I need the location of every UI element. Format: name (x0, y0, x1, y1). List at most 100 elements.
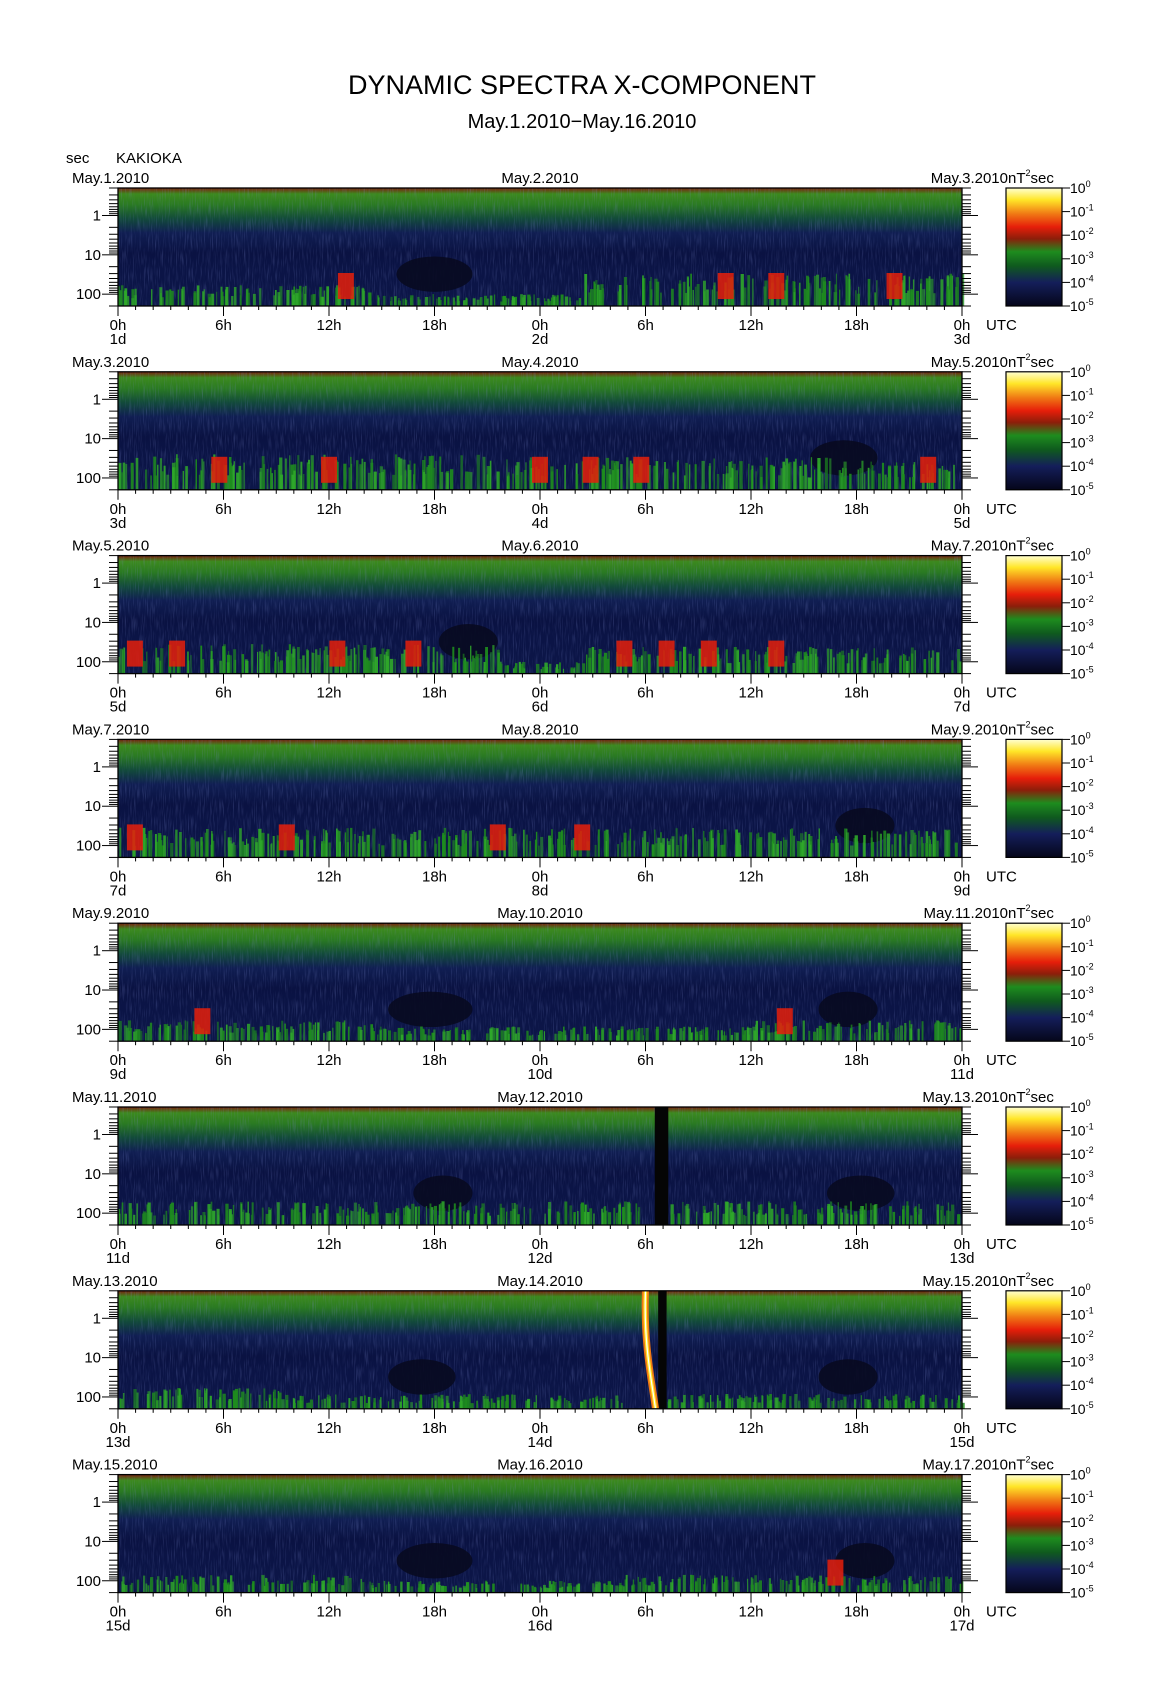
activity-strand (746, 1027, 750, 1042)
x-tick-label: 6h (637, 1236, 654, 1253)
activity-strand (243, 845, 247, 858)
activity-strand (564, 1035, 567, 1042)
activity-strand (677, 1213, 681, 1225)
activity-strand (486, 298, 489, 306)
activity-strand (293, 470, 296, 490)
activity-strand (321, 843, 323, 858)
y-tick-label: 100 (76, 838, 101, 855)
activity-strand (263, 464, 265, 490)
activity-strand (871, 470, 875, 490)
activity-strand (733, 647, 737, 674)
activity-strand (496, 1028, 499, 1042)
activity-strand (207, 1204, 211, 1225)
x-tick-label: 0h (954, 1236, 971, 1253)
activity-strand (311, 462, 314, 490)
activity-strand (185, 466, 188, 490)
activity-strand (294, 1203, 298, 1225)
activity-strand (306, 650, 309, 674)
activity-strand (817, 839, 819, 858)
activity-strand (437, 1396, 440, 1409)
quiet-region (818, 1359, 878, 1395)
activity-strand (551, 829, 553, 858)
activity-strand (762, 1021, 766, 1042)
y-tick-label: 1 (93, 575, 101, 592)
activity-strand (514, 1033, 518, 1042)
activity-strand (797, 841, 800, 858)
activity-strand (550, 471, 554, 490)
activity-strand (910, 830, 914, 858)
activity-strand (944, 829, 947, 858)
activity-strand (581, 461, 584, 490)
activity-strand (150, 1577, 154, 1593)
activity-strand (759, 837, 763, 858)
activity-strand (131, 289, 135, 306)
activity-strand (931, 650, 935, 674)
activity-strand (163, 1024, 167, 1042)
time-unit-label: UTC (986, 1420, 1017, 1437)
x-tick-label: 6h (637, 501, 654, 518)
activity-strand (888, 465, 892, 490)
activity-strand (392, 1210, 394, 1225)
activity-strand (323, 290, 326, 306)
activity-strand (863, 835, 866, 858)
activity-strand (798, 1400, 801, 1409)
activity-strand (348, 1577, 352, 1593)
activity-strand (271, 473, 273, 490)
activity-strand (709, 463, 711, 490)
activity-strand (170, 843, 174, 858)
activity-strand (822, 1029, 825, 1042)
quiet-region (438, 624, 498, 660)
activity-strand (196, 285, 200, 306)
activity-strand (914, 1206, 917, 1225)
activity-strand (667, 1028, 670, 1042)
activity-strand (533, 294, 535, 306)
activity-strand (953, 464, 955, 490)
activity-strand (551, 294, 555, 306)
activity-strand (455, 1585, 457, 1593)
activity-strand (291, 1209, 294, 1225)
activity-strand (505, 297, 508, 306)
panel-mid-date: May.16.2010 (497, 1457, 583, 1474)
activity-strand (518, 662, 521, 674)
activity-strand (406, 1582, 410, 1593)
activity-strand (393, 1031, 397, 1042)
activity-strand (874, 292, 877, 306)
activity-strand (324, 646, 328, 674)
activity-strand (637, 1576, 639, 1593)
activity-strand (924, 1577, 926, 1593)
activity-strand (559, 831, 563, 858)
activity-strand (429, 1203, 432, 1225)
activity-strand (938, 468, 941, 490)
activity-strand (201, 1577, 205, 1593)
colorbar-tick-label: 100 (1070, 1098, 1091, 1115)
activity-strand (315, 649, 318, 674)
activity-strand (680, 1402, 683, 1409)
activity-strand (247, 1023, 251, 1042)
activity-strand (879, 663, 881, 674)
activity-strand (221, 291, 224, 306)
activity-strand (513, 1400, 516, 1409)
activity-strand (699, 1578, 701, 1593)
activity-strand (148, 830, 151, 858)
activity-strand (568, 1401, 570, 1409)
y-tick-label: 1 (93, 1494, 101, 1511)
activity-strand (901, 280, 904, 306)
activity-strand (755, 1020, 758, 1042)
activity-strand (500, 1030, 504, 1042)
activity-strand (679, 1028, 683, 1042)
panel-start-date: May.9.2010 (72, 905, 149, 922)
activity-strand (276, 1029, 280, 1042)
activity-strand (649, 280, 651, 306)
activity-strand (806, 275, 809, 306)
activity-strand (351, 1211, 354, 1225)
activity-strand (398, 839, 402, 858)
x-tick-label: 0h (532, 1604, 549, 1621)
activity-strand (712, 1583, 715, 1593)
activity-strand (907, 290, 910, 306)
activity-strand (294, 1202, 296, 1225)
activity-strand (792, 1031, 794, 1042)
activity-strand (328, 842, 331, 858)
time-unit-label: UTC (986, 1604, 1017, 1621)
activity-peak (616, 640, 633, 667)
